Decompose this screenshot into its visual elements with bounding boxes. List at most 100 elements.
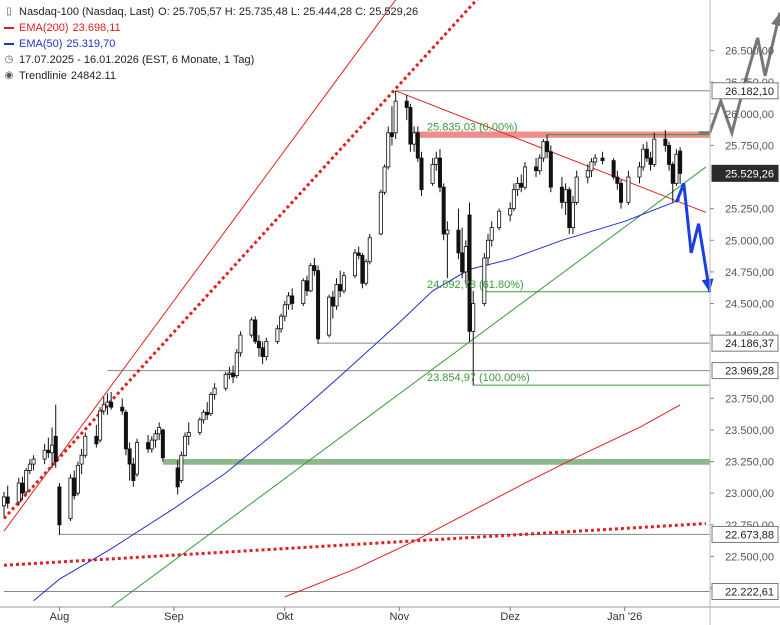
candle-body-up — [153, 433, 158, 441]
candle-body-up — [105, 401, 110, 407]
price-label: 22.673,88 — [711, 525, 779, 543]
candle-body-up — [364, 261, 369, 284]
candle — [68, 474, 73, 522]
candle-body-up — [515, 182, 520, 191]
candle-body-down — [260, 347, 265, 358]
candle — [175, 460, 180, 495]
candle-body-up — [463, 246, 468, 273]
candle — [412, 126, 417, 152]
ema50-line — [33, 199, 681, 602]
candle-body-up — [352, 252, 357, 277]
legend-ema50-row: EMA(50) 25.319,70 — [4, 36, 418, 52]
ema50-value: 25.319,70 — [66, 38, 116, 50]
ema200-value: 23.698,11 — [72, 22, 121, 34]
x-tick-label: Okt — [276, 611, 293, 623]
candle-body-up — [574, 176, 579, 203]
candle — [312, 257, 317, 276]
candle — [641, 144, 646, 171]
candle — [626, 170, 631, 205]
candle-body-down — [175, 467, 180, 488]
candle-body-up — [179, 454, 184, 481]
candle — [456, 208, 461, 260]
candle — [497, 208, 502, 231]
ema200-swatch — [4, 27, 14, 29]
candle-body-up — [341, 275, 346, 292]
candle-body-up — [652, 138, 657, 165]
candle — [445, 221, 450, 279]
price-label-box — [711, 525, 779, 543]
candle — [460, 227, 465, 279]
candle — [567, 187, 572, 234]
fib-label: 23.854,97 (100.00%) — [427, 372, 530, 384]
candle — [264, 337, 269, 361]
candle — [179, 451, 184, 484]
ema200-line — [284, 404, 681, 598]
candle-body-up — [135, 442, 140, 475]
candle — [389, 106, 394, 146]
candle-body-down — [615, 176, 620, 184]
legend-ema200-row: EMA(200) 23.698,11 — [4, 20, 418, 36]
ohlc-values: O: 25.705,57 H: 25.735,48 L: 25.444,28 C… — [158, 6, 419, 18]
y-tick-label: 25.000,00 — [725, 235, 774, 247]
candle-body-down — [467, 214, 472, 332]
candle — [600, 151, 605, 165]
candle — [146, 435, 151, 453]
candle — [197, 417, 202, 436]
projection-up-arrow — [698, 12, 780, 138]
candle-body-down — [120, 406, 125, 412]
candle-body-down — [600, 157, 605, 162]
candle — [559, 177, 564, 209]
candle — [463, 240, 468, 285]
y-tick-label: 25.250,00 — [725, 204, 774, 216]
candle — [663, 130, 668, 152]
upper-channel-line — [3, 0, 397, 532]
projection-down-arrow — [675, 182, 712, 293]
price-label-text: 24.186,37 — [725, 338, 774, 350]
candle-body-down — [205, 411, 210, 416]
price-label-text: 26.182,10 — [725, 86, 774, 98]
candle — [652, 132, 657, 167]
candle-body-up — [186, 432, 191, 437]
candle-body-up — [68, 477, 73, 519]
candle — [378, 189, 383, 236]
candle-body-down — [648, 157, 653, 165]
fib-label: 24.592,78 (61.80%) — [427, 279, 524, 291]
candle — [234, 349, 239, 379]
candle — [201, 409, 206, 424]
candle-body-down — [160, 429, 165, 459]
candle-body-up — [234, 352, 239, 376]
candle — [364, 259, 369, 286]
period-text: 17.07.2025 - 16.01.2026 (EST, 6 Monate, … — [19, 54, 255, 66]
candle-body-up — [282, 304, 287, 317]
candle-body-down — [644, 148, 649, 159]
candle-body-down — [460, 252, 465, 273]
candle-body-up — [208, 394, 213, 414]
candle-body-down — [619, 182, 624, 203]
candle — [157, 422, 162, 441]
candle — [434, 151, 439, 171]
price-label-text: 23.969,28 — [725, 366, 774, 378]
candle-body-up — [286, 295, 291, 306]
candle — [109, 392, 114, 410]
candle-body-up — [486, 239, 491, 259]
candle — [508, 202, 513, 222]
candle — [619, 179, 624, 209]
candle — [282, 300, 287, 322]
y-tick-label: 25.750,00 — [725, 140, 774, 152]
candle — [208, 392, 213, 417]
chart-legend: ▯ Nasdaq-100 (Nasdaq, Last) O: 25.705,57… — [4, 4, 418, 84]
price-label-box — [711, 362, 779, 380]
candle-body-down — [57, 486, 62, 526]
candle — [227, 366, 232, 380]
candle — [408, 103, 413, 152]
candle-body-down — [360, 255, 365, 284]
price-label-text: 22.673,88 — [725, 529, 774, 541]
candle-body-down — [94, 435, 99, 445]
candle — [644, 141, 649, 162]
candle-body-down — [678, 150, 683, 174]
candle-body-down — [456, 229, 461, 254]
candle — [105, 393, 110, 415]
candle-body-up — [334, 284, 339, 307]
candle — [231, 365, 236, 384]
